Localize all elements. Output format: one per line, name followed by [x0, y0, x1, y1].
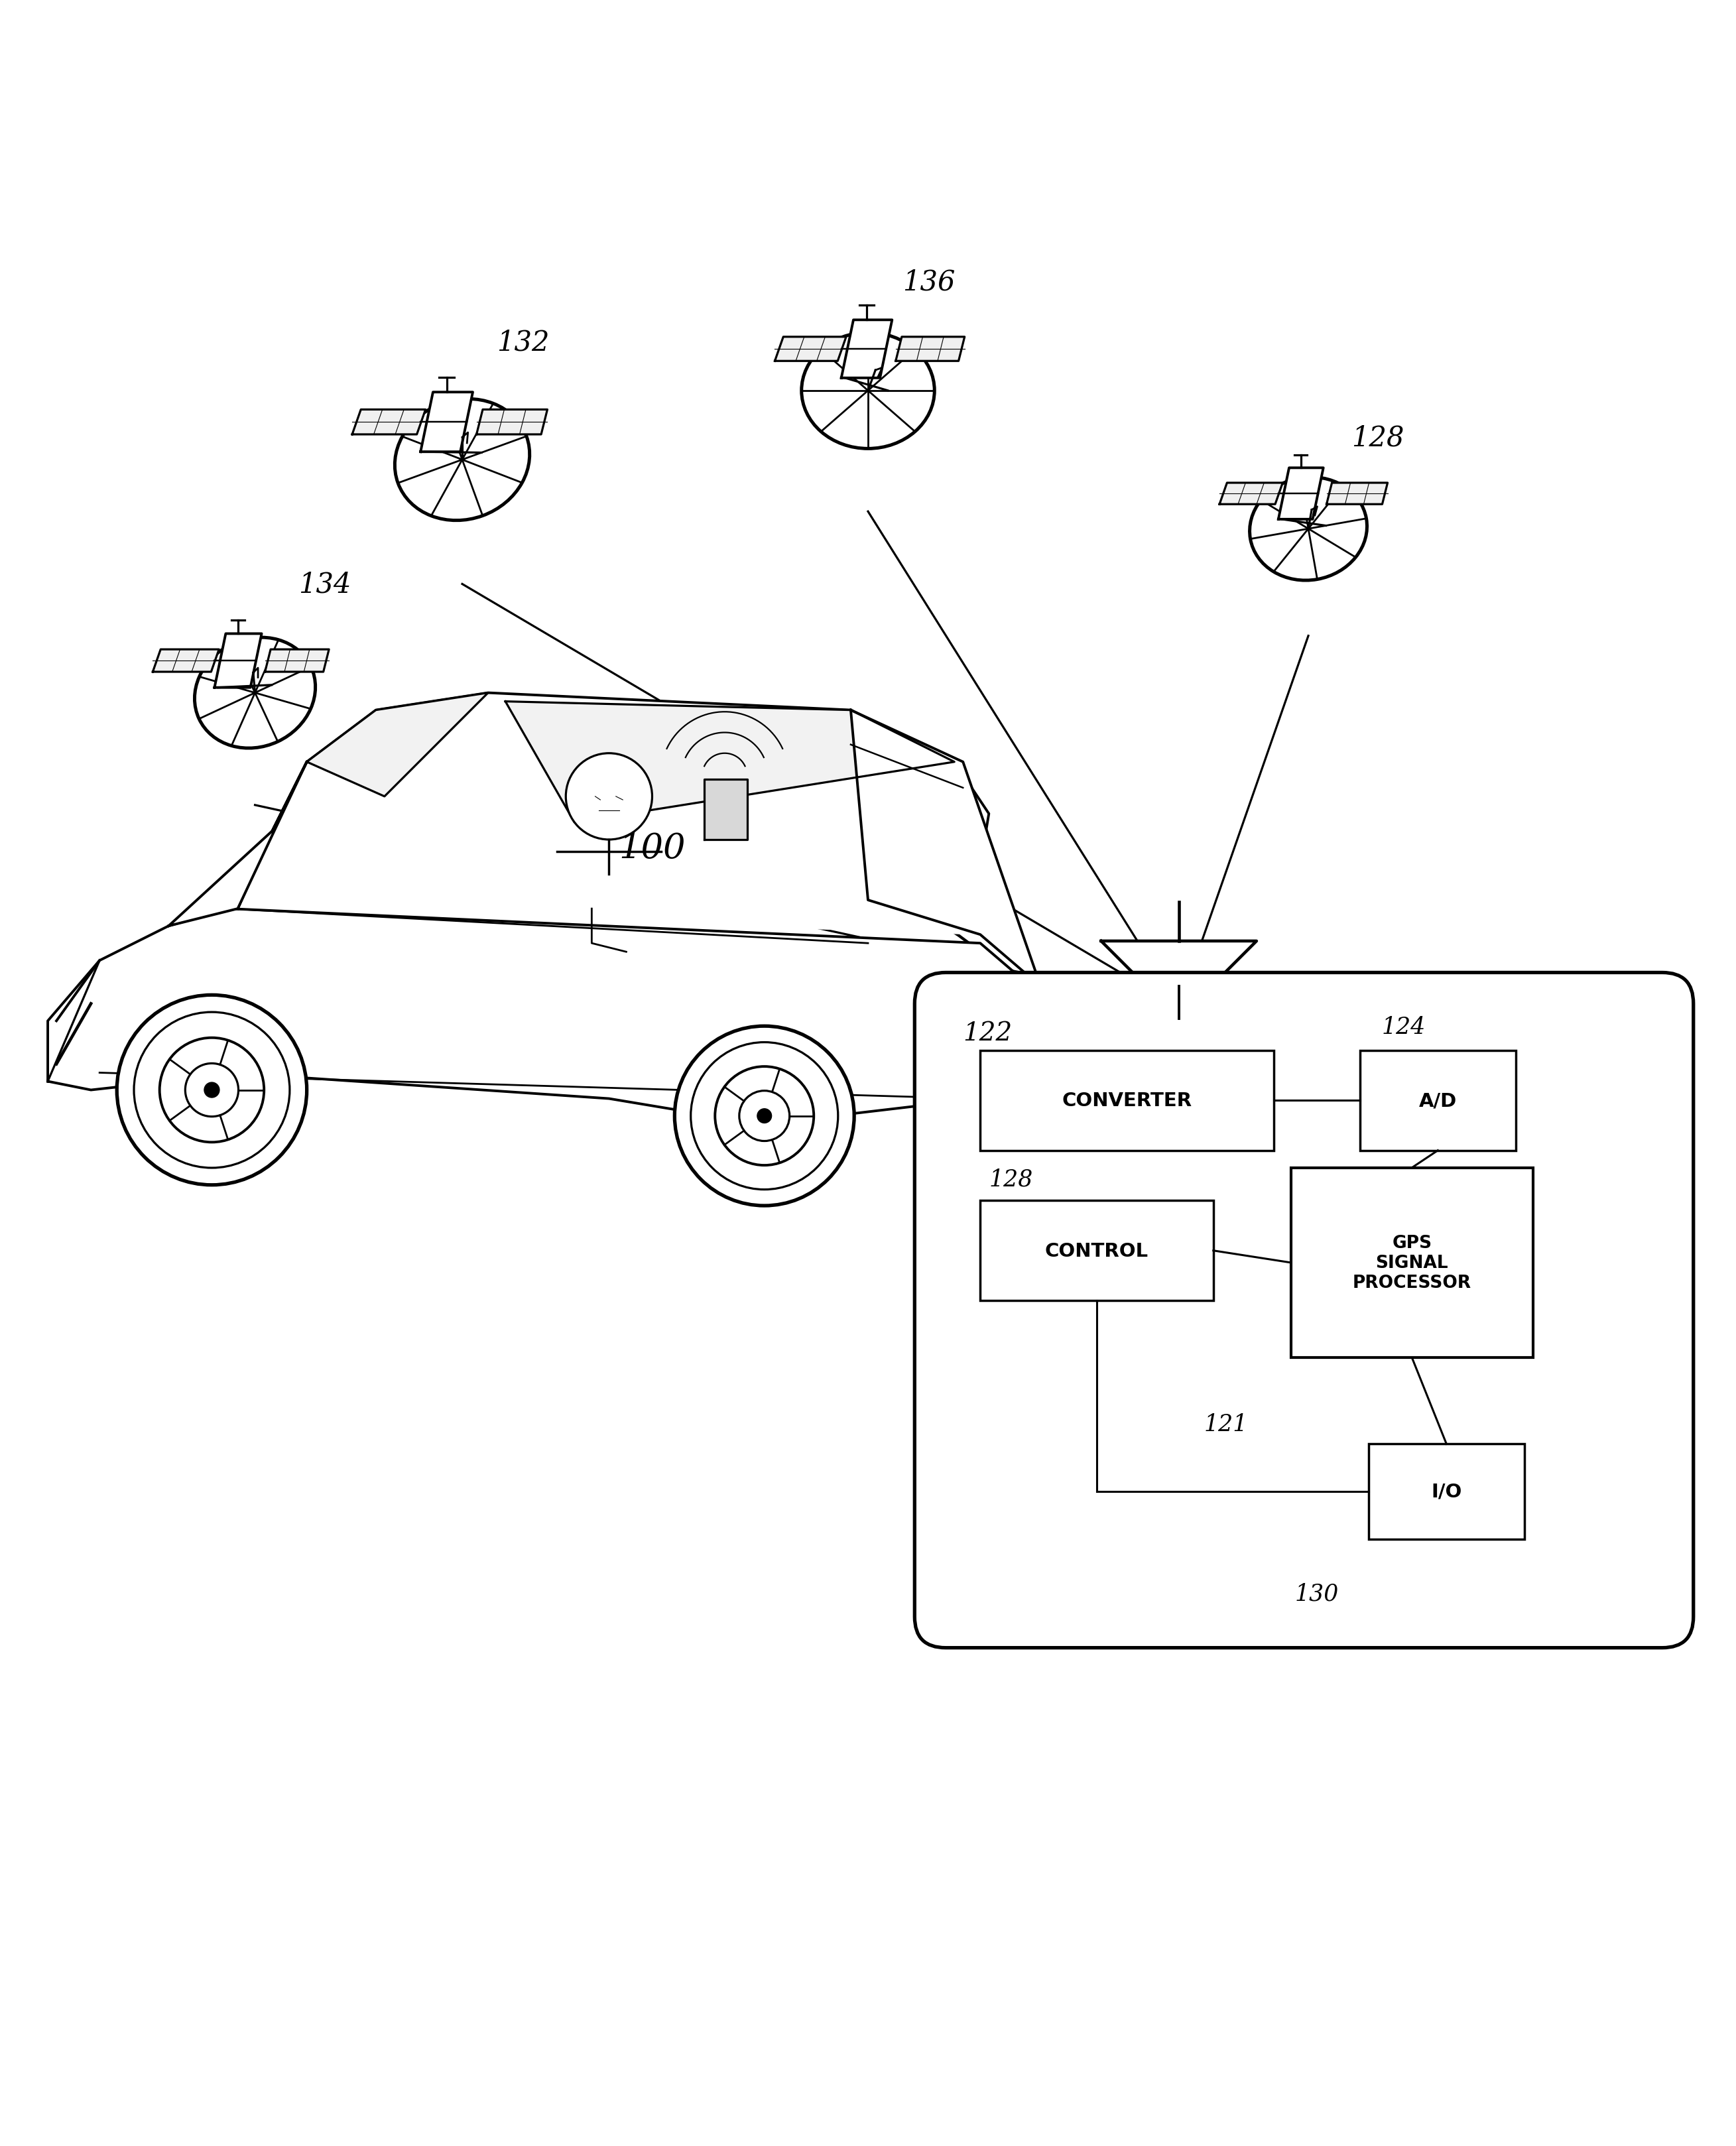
Ellipse shape: [394, 399, 529, 521]
Text: 134: 134: [299, 571, 351, 599]
Ellipse shape: [1250, 479, 1366, 582]
Text: 124: 124: [1382, 1015, 1425, 1039]
Text: 100: 100: [618, 833, 686, 865]
Polygon shape: [153, 650, 219, 672]
Circle shape: [566, 753, 653, 839]
Polygon shape: [49, 910, 1040, 1116]
FancyBboxPatch shape: [1292, 1167, 1533, 1358]
Text: I/O: I/O: [1430, 1483, 1462, 1500]
Polygon shape: [851, 710, 1040, 987]
Polygon shape: [476, 410, 547, 436]
Polygon shape: [266, 650, 330, 672]
Text: 130: 130: [1295, 1582, 1338, 1605]
Text: 132: 132: [496, 328, 550, 356]
Ellipse shape: [194, 637, 316, 749]
Polygon shape: [842, 320, 892, 378]
Text: 122: 122: [963, 1021, 1012, 1045]
Polygon shape: [229, 693, 990, 936]
Ellipse shape: [802, 333, 934, 449]
Circle shape: [205, 1084, 219, 1099]
Text: CONVERTER: CONVERTER: [1062, 1092, 1193, 1109]
Circle shape: [675, 1026, 854, 1206]
Text: A/D: A/D: [1418, 1092, 1457, 1109]
Text: 128: 128: [990, 1167, 1033, 1191]
Text: GPS
SIGNAL
PROCESSOR: GPS SIGNAL PROCESSOR: [1352, 1234, 1472, 1292]
FancyBboxPatch shape: [1368, 1444, 1524, 1539]
Polygon shape: [215, 633, 262, 689]
FancyBboxPatch shape: [1359, 1052, 1516, 1150]
Text: 121: 121: [1203, 1412, 1248, 1436]
Polygon shape: [1101, 942, 1257, 1019]
Polygon shape: [1219, 483, 1283, 504]
Circle shape: [757, 1109, 771, 1122]
Polygon shape: [774, 337, 845, 361]
FancyBboxPatch shape: [981, 1202, 1213, 1300]
Polygon shape: [307, 693, 488, 796]
Polygon shape: [505, 702, 955, 822]
FancyBboxPatch shape: [915, 972, 1693, 1648]
Text: 128: 128: [1352, 423, 1404, 451]
Text: 136: 136: [903, 268, 955, 296]
Polygon shape: [1326, 483, 1387, 504]
Circle shape: [116, 996, 307, 1185]
Polygon shape: [896, 337, 965, 361]
Polygon shape: [705, 779, 746, 839]
Polygon shape: [420, 393, 472, 453]
FancyBboxPatch shape: [981, 1052, 1274, 1150]
Polygon shape: [168, 762, 307, 927]
Polygon shape: [1278, 468, 1323, 519]
Text: CONTROL: CONTROL: [1045, 1243, 1149, 1260]
Polygon shape: [352, 410, 425, 436]
